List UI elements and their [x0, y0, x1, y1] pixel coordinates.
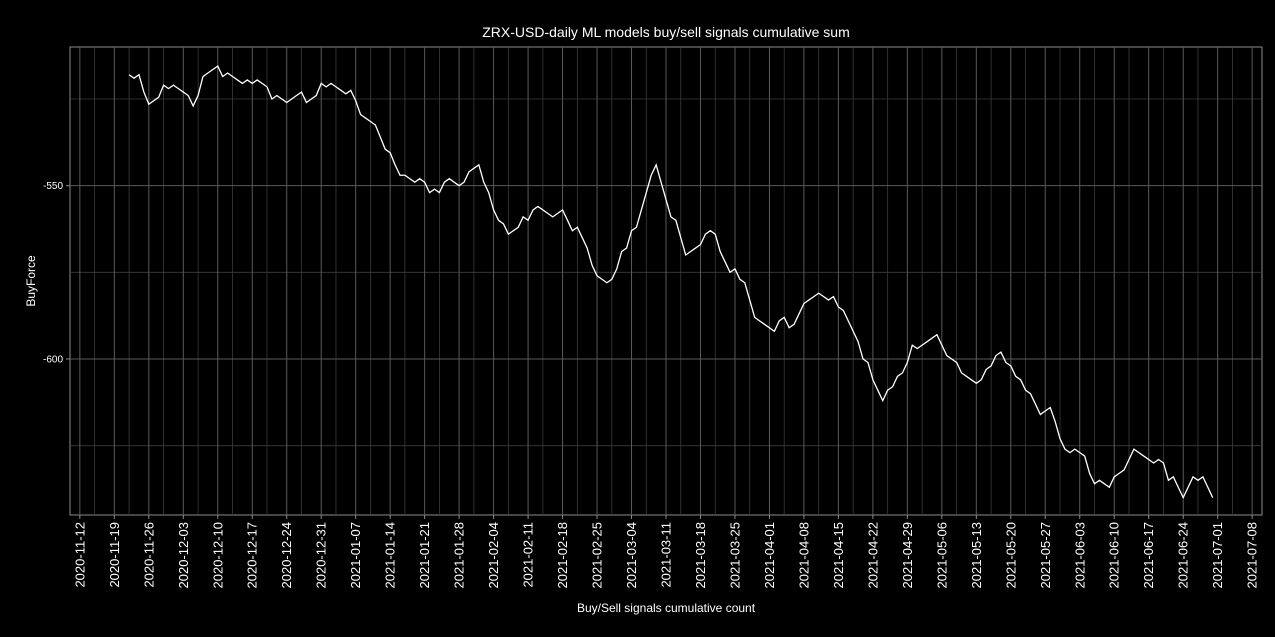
x-tick-label: 2021-03-11	[659, 522, 674, 588]
y-axis-label: BuyForce	[24, 255, 38, 307]
x-tick-label: 2021-07-01	[1210, 522, 1225, 589]
x-tick-label: 2021-05-13	[969, 522, 984, 589]
x-tick-label: 2021-01-28	[452, 522, 467, 589]
x-tick-label: 2021-01-14	[383, 522, 398, 589]
x-tick-label: 2021-04-15	[831, 522, 846, 589]
x-tick-label: 2021-05-06	[934, 522, 949, 589]
x-tick-label: 2021-01-21	[417, 522, 432, 589]
x-tick-label: 2020-12-24	[279, 522, 294, 589]
x-tick-label: 2021-04-29	[900, 522, 915, 589]
x-tick-label: 2021-04-22	[865, 522, 880, 589]
x-tick-label: 2020-12-10	[210, 522, 225, 589]
x-tick-label: 2020-11-26	[141, 522, 156, 588]
x-tick-label: 2021-06-24	[1176, 522, 1191, 589]
x-tick-label: 2021-02-04	[486, 522, 501, 589]
x-tick-label: 2021-06-03	[1072, 522, 1087, 589]
x-tick-label: 2021-05-27	[1038, 522, 1053, 589]
x-tick-label: 2020-11-19	[107, 522, 122, 588]
x-axis-label: Buy/Sell signals cumulative count	[577, 601, 756, 615]
x-tick-label: 2021-06-17	[1141, 522, 1156, 589]
chart-title: ZRX-USD-daily ML models buy/sell signals…	[482, 24, 850, 40]
x-tick-label: 2021-05-20	[1003, 522, 1018, 589]
x-tick-label: 2021-03-04	[624, 522, 639, 589]
x-tick-label: 2021-02-11	[521, 522, 536, 588]
x-axis-ticks: 2020-11-12 2020-11-19 2020-11-26 2020-12-03…	[72, 515, 1260, 589]
y-tick-label: -600	[43, 355, 63, 366]
x-tick-label: 2021-01-07	[348, 522, 363, 589]
y-tick-label: -550	[43, 181, 63, 192]
x-tick-label: 2021-06-10	[1107, 522, 1122, 589]
x-tick-label: 2021-03-25	[727, 522, 742, 589]
x-tick-label: 2020-12-03	[176, 522, 191, 589]
x-tick-label: 2021-07-08	[1245, 522, 1260, 589]
x-tick-label: 2020-12-17	[245, 522, 260, 589]
major-grid	[70, 47, 1262, 515]
x-tick-label: 2020-11-12	[72, 522, 87, 588]
x-tick-label: 2021-02-18	[555, 522, 570, 589]
x-tick-label: 2020-12-31	[314, 522, 329, 589]
minor-grid	[70, 47, 1262, 515]
x-tick-label: 2021-02-25	[590, 522, 605, 589]
x-tick-label: 2021-04-01	[762, 522, 777, 589]
x-tick-label: 2021-03-18	[693, 522, 708, 589]
x-tick-label: 2021-04-08	[796, 522, 811, 589]
series-line	[128, 65, 1214, 500]
y-axis-ticks: -550 -600	[43, 181, 70, 366]
